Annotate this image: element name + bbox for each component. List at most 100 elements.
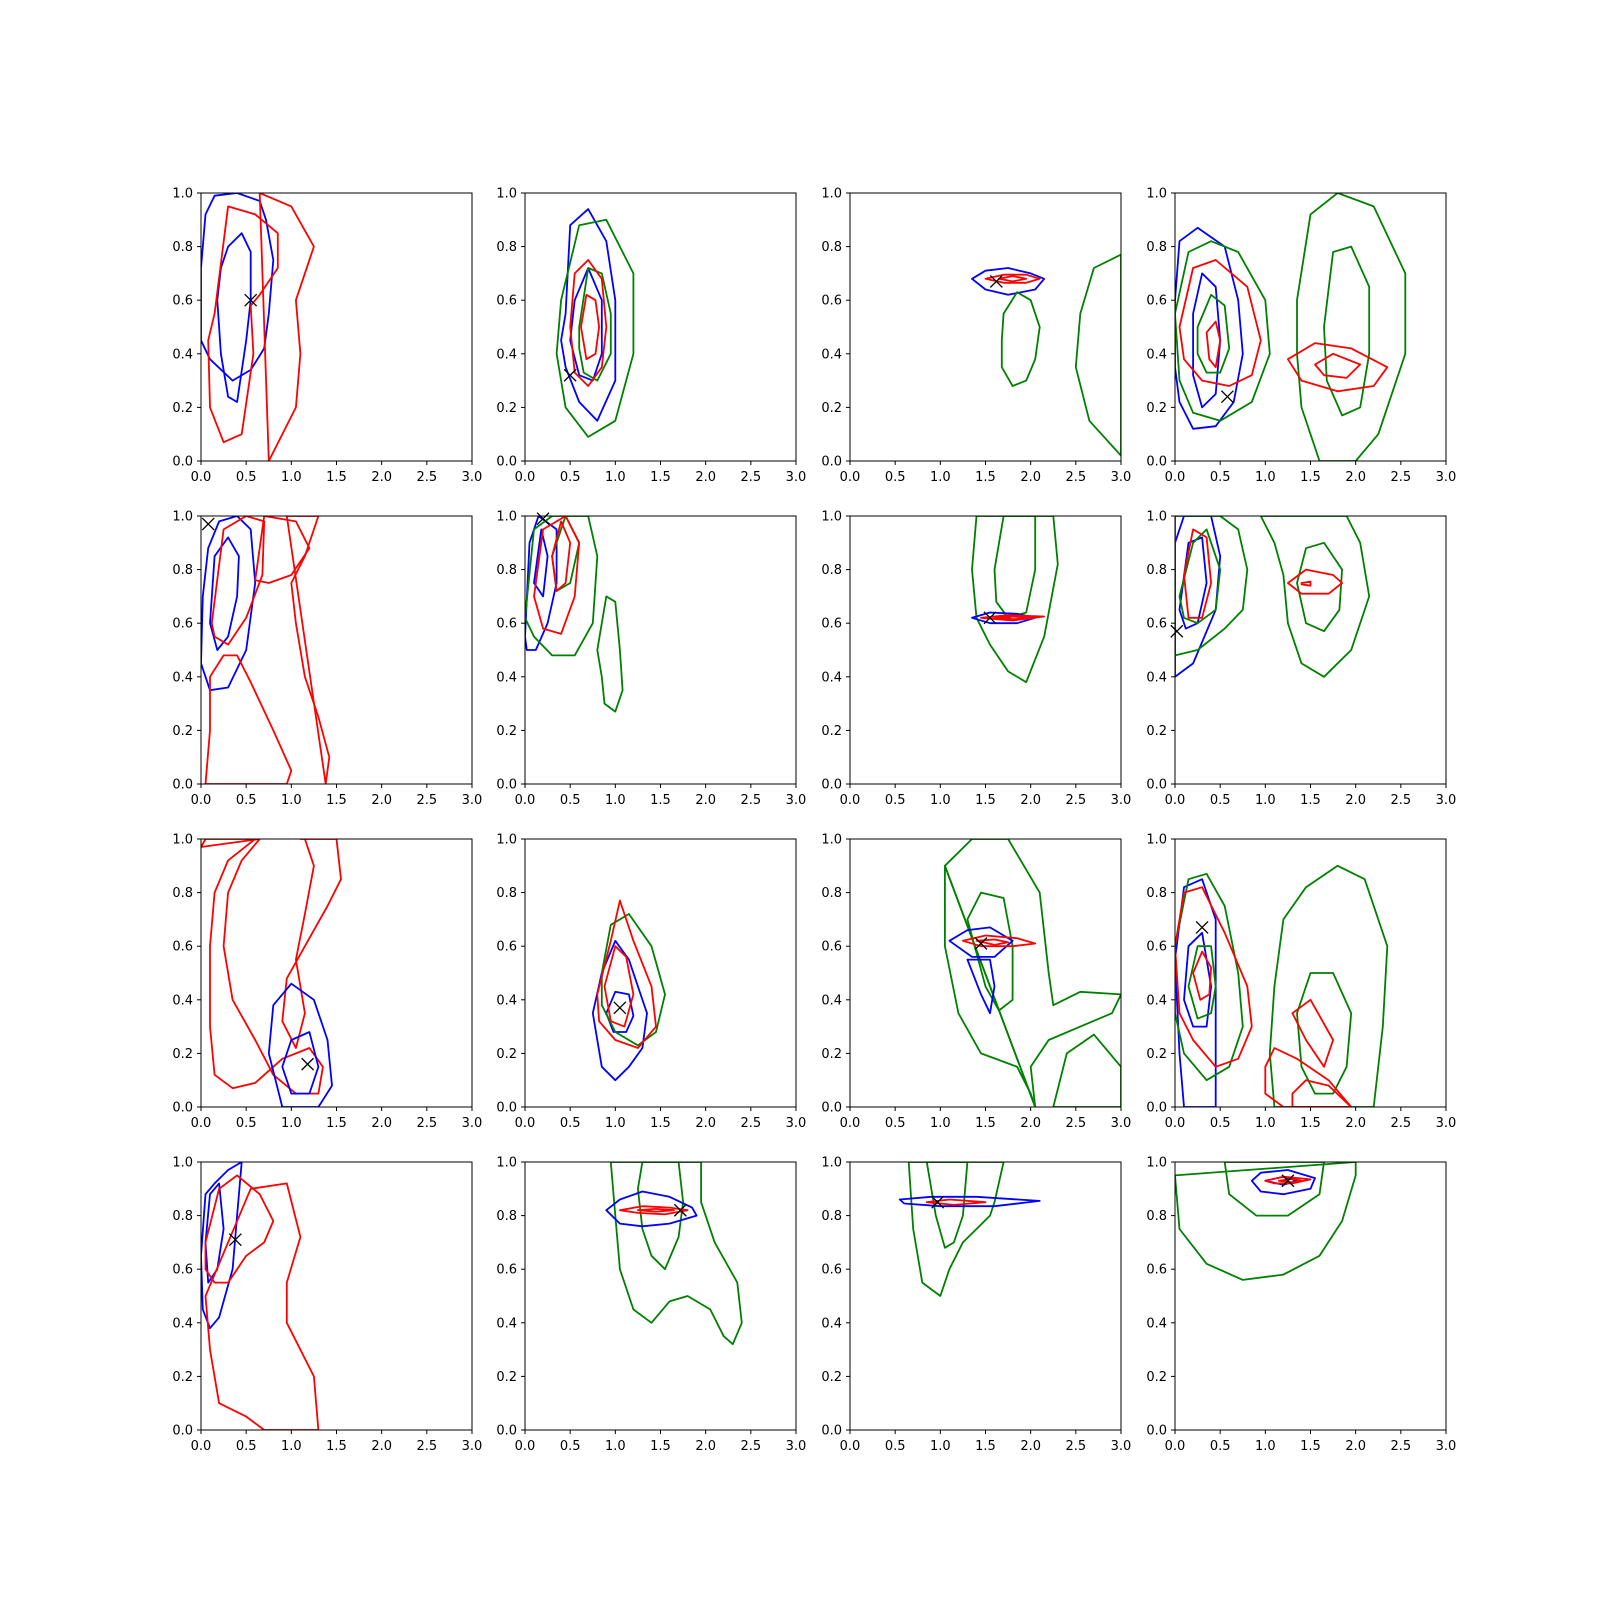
x-tick-label: 0.5: [236, 1116, 257, 1131]
axes-frame: [524, 1161, 797, 1431]
green-contour-line: [1323, 245, 1371, 417]
y-tick-label: 0.2: [821, 724, 842, 739]
y-tick-label: 0.0: [496, 1424, 517, 1439]
y-tick-label: 0.4: [821, 670, 842, 685]
y-tick-label: 0.8: [172, 240, 193, 255]
y-tick-label: 0.8: [1146, 886, 1167, 901]
red-contour-line: [1192, 950, 1212, 1001]
y-tick-label: 1.0: [1146, 510, 1167, 525]
x-tick-label: 0.0: [1165, 793, 1186, 808]
red-contour-line: [993, 615, 1032, 621]
x-tick-label: 2.0: [371, 793, 392, 808]
contour-group: [944, 839, 1121, 1107]
x-tick-label: 2.5: [1065, 793, 1086, 808]
x-tick-label: 2.5: [1390, 470, 1411, 485]
subplot-4-1: 0.0 0.5 1.0 1.5 2.0 2.5 3.0 0.0 0.2 0.4 0.6 0.8 1.0: [172, 1156, 482, 1455]
x-tick-label: 1.0: [930, 793, 951, 808]
axes-frame: [200, 515, 473, 785]
red-contour-line: [1291, 1079, 1353, 1107]
red-contour-line: [1278, 1178, 1303, 1184]
contour-group: [201, 193, 315, 461]
blue-contour-line: [966, 958, 996, 1015]
y-tick-label: 0.2: [821, 1047, 842, 1062]
y-tick-label: 0.0: [1146, 1424, 1167, 1439]
y-tick-label: 1.0: [172, 510, 193, 525]
y-tick-label: 0.6: [496, 617, 517, 632]
y-tick-label: 0.0: [172, 455, 193, 470]
y-tick-label: 0.0: [496, 778, 517, 793]
red-contour-line: [1287, 342, 1389, 393]
x-marker: [983, 611, 997, 625]
x-marker: [613, 1001, 627, 1015]
green-contour-line: [1178, 528, 1222, 625]
x-tick-label: 0.0: [191, 470, 212, 485]
x-tick-label: 0.5: [885, 1116, 906, 1131]
x-tick-label: 3.0: [1436, 1116, 1457, 1131]
y-tick-label: 1.0: [496, 1156, 517, 1171]
x-tick-label: 2.5: [740, 1439, 761, 1454]
x-tick-label: 3.0: [1436, 470, 1457, 485]
contour-group: [971, 253, 1121, 457]
x-tick-label: 0.0: [191, 793, 212, 808]
axes-frame: [849, 515, 1122, 785]
x-marker: [1281, 1174, 1295, 1188]
x-tick-label: 3.0: [1436, 793, 1457, 808]
red-contour-line: [551, 520, 572, 592]
x-tick-label: 3.0: [462, 1116, 483, 1131]
x-tick-label: 2.0: [1020, 793, 1041, 808]
x-tick-label: 2.0: [695, 1116, 716, 1131]
y-tick-label: 0.8: [1146, 1209, 1167, 1224]
green-contour-line: [944, 864, 1037, 1107]
x-tick-label: 2.5: [1065, 1116, 1086, 1131]
x-tick-label: 0.5: [560, 470, 581, 485]
contour-group: [605, 1162, 743, 1346]
green-contour-line: [1268, 864, 1389, 1107]
x-tick-label: 1.5: [650, 1439, 671, 1454]
red-contour-line: [1205, 320, 1222, 369]
y-tick-label: 0.2: [1146, 1370, 1167, 1385]
x-tick-label: 3.0: [786, 793, 807, 808]
x-tick-label: 2.0: [1345, 1116, 1366, 1131]
subplot-3-4: 0.0 0.5 1.0 1.5 2.0 2.5 3.0 0.0 0.2 0.4 0.6 0.8 1.0: [1146, 833, 1456, 1132]
red-contour-line: [980, 614, 1046, 622]
x-tick-label: 1.5: [1300, 1116, 1321, 1131]
x-marker: [974, 937, 988, 950]
x-tick-label: 1.5: [650, 793, 671, 808]
y-tick-label: 0.4: [821, 993, 842, 1008]
green-contour-line: [1296, 193, 1407, 461]
y-tick-label: 0.2: [821, 1370, 842, 1385]
red-contour-line: [1287, 568, 1343, 595]
x-tick-label: 1.5: [975, 470, 996, 485]
y-tick-label: 0.8: [821, 886, 842, 901]
x-tick-label: 1.0: [930, 1116, 951, 1131]
contour-group: [1175, 193, 1407, 461]
x-marker: [931, 1195, 945, 1209]
blue-contour-line: [1183, 931, 1212, 1028]
y-tick-label: 0.4: [496, 1316, 517, 1331]
x-tick-label: 2.5: [1390, 1116, 1411, 1131]
y-tick-label: 1.0: [496, 510, 517, 525]
y-tick-label: 1.0: [821, 833, 842, 848]
y-tick-label: 0.4: [1146, 347, 1167, 362]
y-tick-label: 0.6: [496, 940, 517, 955]
x-tick-label: 3.0: [1111, 1116, 1132, 1131]
y-tick-label: 0.8: [821, 240, 842, 255]
x-tick-label: 1.5: [650, 470, 671, 485]
blue-contour-line: [605, 990, 635, 1033]
y-tick-label: 0.6: [496, 294, 517, 309]
green-contour-line: [609, 1162, 743, 1346]
subplot-2-4: 0.0 0.5 1.0 1.5 2.0 2.5 3.0 0.0 0.2 0.4 0.6 0.8 1.0: [1146, 510, 1456, 809]
axes-frame: [200, 838, 473, 1108]
subplot-1-1: 0.0 0.5 1.0 1.5 2.0 2.5 3.0 0.0 0.2 0.4 0.6 0.8 1.0: [172, 187, 482, 486]
blue-contour-line: [281, 1031, 320, 1095]
green-contour-line: [1259, 516, 1371, 678]
y-tick-label: 0.8: [496, 240, 517, 255]
x-tick-label: 2.0: [371, 1439, 392, 1454]
x-tick-label: 1.0: [605, 470, 626, 485]
x-tick-label: 1.0: [281, 470, 302, 485]
x-tick-label: 0.5: [560, 1116, 581, 1131]
x-tick-label: 2.5: [1390, 1439, 1411, 1454]
y-tick-label: 0.6: [496, 1263, 517, 1278]
red-contour-line: [962, 934, 1037, 948]
y-tick-label: 0.4: [496, 993, 517, 1008]
